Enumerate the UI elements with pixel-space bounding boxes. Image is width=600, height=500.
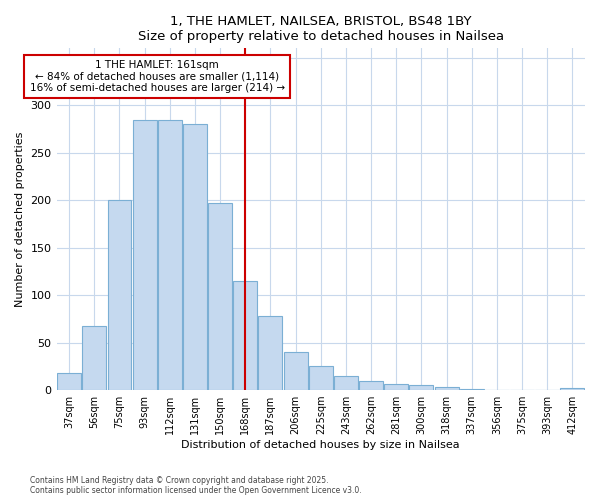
- Bar: [409, 386, 433, 390]
- Bar: [560, 388, 584, 390]
- Bar: [434, 387, 458, 390]
- Bar: [158, 120, 182, 390]
- Bar: [183, 124, 207, 390]
- Bar: [233, 281, 257, 390]
- Bar: [309, 366, 333, 390]
- Text: 1 THE HAMLET: 161sqm
← 84% of detached houses are smaller (1,114)
16% of semi-de: 1 THE HAMLET: 161sqm ← 84% of detached h…: [29, 60, 285, 93]
- Bar: [57, 373, 81, 390]
- Bar: [359, 380, 383, 390]
- Y-axis label: Number of detached properties: Number of detached properties: [15, 132, 25, 307]
- X-axis label: Distribution of detached houses by size in Nailsea: Distribution of detached houses by size …: [181, 440, 460, 450]
- Title: 1, THE HAMLET, NAILSEA, BRISTOL, BS48 1BY
Size of property relative to detached : 1, THE HAMLET, NAILSEA, BRISTOL, BS48 1B…: [138, 15, 504, 43]
- Bar: [259, 316, 283, 390]
- Bar: [334, 376, 358, 390]
- Text: Contains HM Land Registry data © Crown copyright and database right 2025.
Contai: Contains HM Land Registry data © Crown c…: [30, 476, 362, 495]
- Bar: [82, 326, 106, 390]
- Bar: [107, 200, 131, 390]
- Bar: [208, 203, 232, 390]
- Bar: [133, 120, 157, 390]
- Bar: [460, 389, 484, 390]
- Bar: [284, 352, 308, 390]
- Bar: [385, 384, 408, 390]
